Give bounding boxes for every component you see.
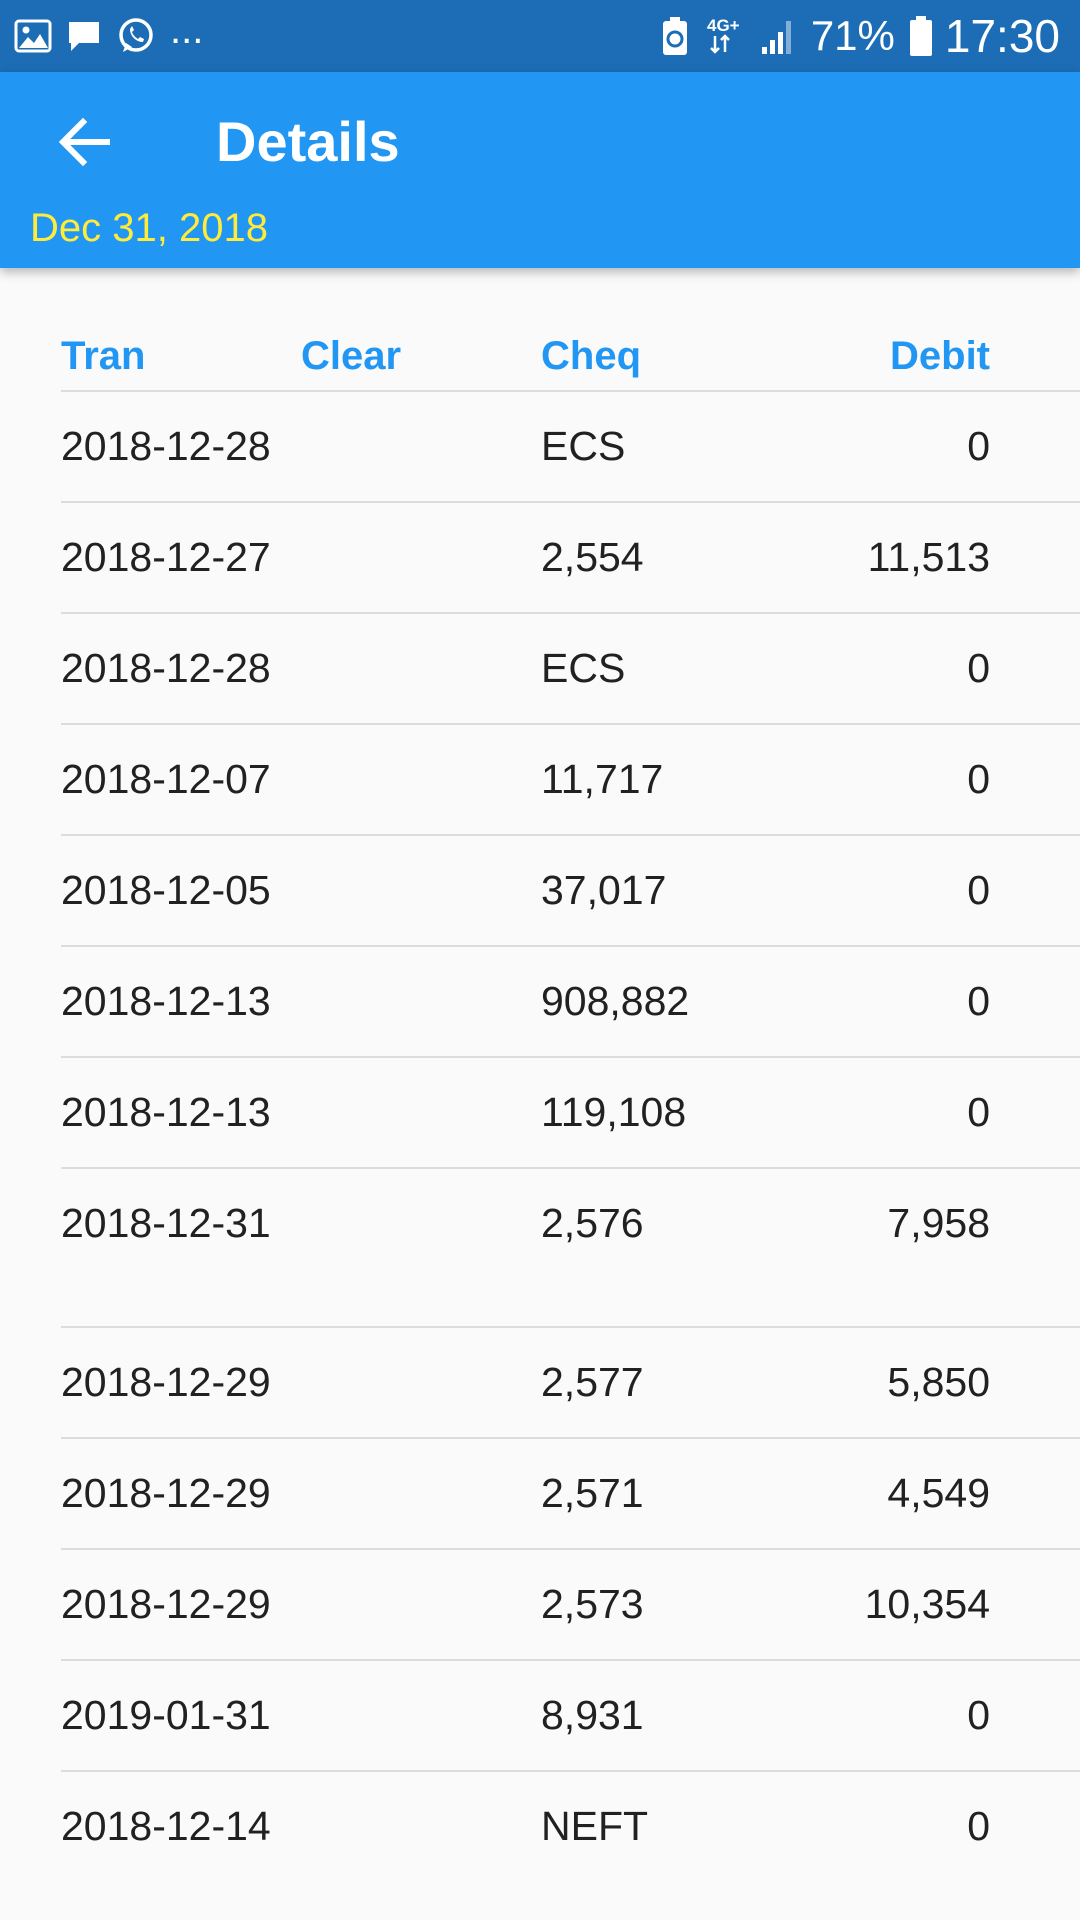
cell-tran: 2018-12-28 bbox=[61, 423, 271, 469]
page-title: Details bbox=[216, 110, 400, 173]
cell-cheq: 908,882 bbox=[541, 978, 690, 1024]
whatsapp-icon bbox=[116, 16, 156, 56]
battery-percent: 71% bbox=[810, 12, 895, 59]
table-row[interactable]: 2018-12-28 ECS 0 bbox=[61, 614, 1080, 725]
cell-cheq: ECS bbox=[541, 645, 626, 691]
cell-cheq: 2,577 bbox=[541, 1359, 644, 1405]
cell-cheq: 2,571 bbox=[541, 1470, 644, 1516]
cell-tran: 2018-12-28 bbox=[61, 645, 271, 691]
cell-debit: 0 bbox=[967, 978, 990, 1024]
cell-tran: 2018-12-27 bbox=[61, 534, 271, 580]
system-icons: 4G+ 71% 17:30 bbox=[647, 10, 1060, 62]
table-row[interactable]: 2018-12-31 2,576 7,958 bbox=[61, 1169, 1080, 1328]
network-icon: 4G+ bbox=[703, 14, 747, 58]
cell-cheq: 119,108 bbox=[541, 1089, 687, 1135]
status-bar: ... 4G+ 71% bbox=[0, 0, 1080, 72]
network-type-label: 4G+ bbox=[707, 16, 740, 35]
cell-tran: 2018-12-29 bbox=[61, 1470, 271, 1516]
table-row[interactable]: 2018-12-29 2,571 4,549 bbox=[61, 1439, 1080, 1550]
table-body: 2018-12-28 ECS 0 2018-12-27 2,554 11,513… bbox=[61, 392, 1080, 1881]
cell-tran: 2018-12-07 bbox=[61, 756, 271, 802]
cell-cheq: NEFT bbox=[541, 1803, 649, 1849]
back-button[interactable] bbox=[48, 108, 120, 176]
column-header-debit[interactable]: Debit bbox=[890, 334, 990, 378]
cell-debit: 0 bbox=[967, 645, 990, 691]
cell-cheq: 2,554 bbox=[541, 534, 644, 580]
cell-cheq: 37,017 bbox=[541, 867, 667, 913]
cell-tran: 2018-12-14 bbox=[61, 1803, 271, 1849]
table-row[interactable]: 2018-12-05 37,017 0 bbox=[61, 836, 1080, 947]
signal-icon bbox=[761, 17, 797, 55]
column-header-tran[interactable]: Tran bbox=[61, 334, 146, 378]
table-row[interactable]: 2018-12-29 2,577 5,850 bbox=[61, 1328, 1080, 1439]
cell-cheq: 2,576 bbox=[541, 1200, 644, 1246]
table-row[interactable]: 2018-12-29 2,573 10,354 bbox=[61, 1550, 1080, 1661]
transactions-table: Tran Clear Cheq Debit 2018-12-28 ECS 0 2… bbox=[61, 268, 1080, 1881]
battery-saver-icon bbox=[661, 16, 689, 56]
more-notifications: ... bbox=[170, 8, 204, 52]
cell-debit: 7,958 bbox=[887, 1200, 990, 1246]
cell-debit: 0 bbox=[967, 756, 990, 802]
table-row[interactable]: 2018-12-14 NEFT 0 bbox=[61, 1772, 1080, 1881]
clock: 17:30 bbox=[944, 10, 1060, 62]
table-row[interactable]: 2019-01-31 8,931 0 bbox=[61, 1661, 1080, 1772]
cell-tran: 2019-01-31 bbox=[61, 1692, 271, 1738]
cell-debit: 0 bbox=[967, 1692, 990, 1738]
cell-cheq: ECS bbox=[541, 423, 626, 469]
column-header-cheq[interactable]: Cheq bbox=[541, 334, 641, 378]
battery-icon bbox=[909, 15, 933, 57]
message-icon bbox=[66, 18, 102, 54]
table-row[interactable]: 2018-12-13 119,108 0 bbox=[61, 1058, 1080, 1169]
cell-debit: 0 bbox=[967, 867, 990, 913]
table-row[interactable]: 2018-12-07 11,717 0 bbox=[61, 725, 1080, 836]
arrow-back-icon bbox=[58, 117, 110, 167]
cell-tran: 2018-12-29 bbox=[61, 1581, 271, 1627]
page-subtitle-date: Dec 31, 2018 bbox=[30, 206, 268, 250]
table-header: Tran Clear Cheq Debit bbox=[61, 268, 1080, 392]
cell-tran: 2018-12-31 bbox=[61, 1200, 271, 1246]
cell-cheq: 8,931 bbox=[541, 1692, 644, 1738]
cell-debit: 10,354 bbox=[864, 1581, 990, 1627]
cell-debit: 0 bbox=[967, 423, 990, 469]
cell-cheq: 2,573 bbox=[541, 1581, 644, 1627]
app-bar: Details Dec 31, 2018 bbox=[0, 72, 1080, 268]
column-header-clear[interactable]: Clear bbox=[301, 334, 402, 378]
table-row[interactable]: 2018-12-13 908,882 0 bbox=[61, 947, 1080, 1058]
table-row[interactable]: 2018-12-27 2,554 11,513 bbox=[61, 503, 1080, 614]
cell-debit: 0 bbox=[967, 1803, 990, 1849]
cell-cheq: 11,717 bbox=[541, 756, 664, 802]
image-icon bbox=[14, 19, 52, 53]
cell-tran: 2018-12-05 bbox=[61, 867, 271, 913]
notification-icons: ... bbox=[14, 10, 203, 58]
cell-debit: 5,850 bbox=[887, 1359, 990, 1405]
cell-debit: 4,549 bbox=[887, 1470, 990, 1516]
cell-tran: 2018-12-29 bbox=[61, 1359, 271, 1405]
cell-tran: 2018-12-13 bbox=[61, 1089, 271, 1135]
cell-debit: 0 bbox=[967, 1089, 990, 1135]
cell-tran: 2018-12-13 bbox=[61, 978, 271, 1024]
cell-debit: 11,513 bbox=[867, 534, 990, 580]
table-row[interactable]: 2018-12-28 ECS 0 bbox=[61, 392, 1080, 503]
